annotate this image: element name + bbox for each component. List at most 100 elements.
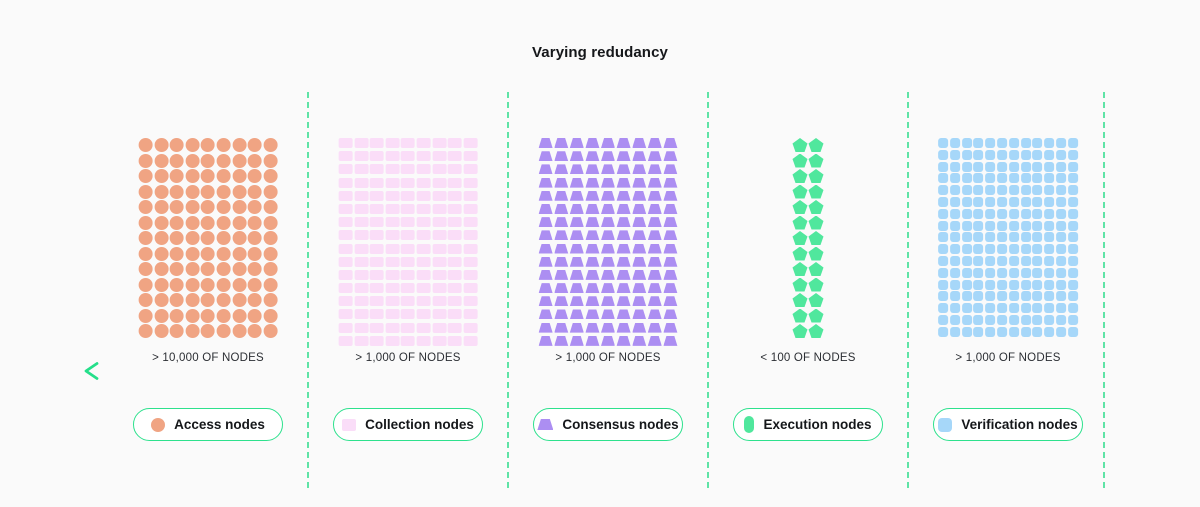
access-node-cell	[138, 153, 153, 168]
verification-node-cell	[1044, 138, 1055, 148]
sections-row: > 10,000 OF NODES Access nodes > 1,000 O…	[108, 0, 1108, 507]
consensus-node-cell	[632, 151, 647, 162]
verification-node-cell	[961, 185, 972, 196]
verification-node-cell	[938, 232, 949, 243]
collection-node-cell	[447, 243, 462, 254]
consensus-node-cell	[647, 309, 662, 320]
verification-node-cell	[949, 279, 960, 290]
access-node-cell	[154, 169, 169, 183]
verification-node-cell	[997, 138, 1008, 148]
consensus-node-cell	[616, 138, 631, 148]
section-divider	[307, 92, 309, 490]
access-node-cell	[154, 138, 169, 152]
collection-node-cell	[401, 177, 415, 188]
collection-node-cell	[463, 269, 478, 280]
consensus-node-cell	[632, 190, 647, 201]
access-node-cell	[263, 324, 278, 338]
collection-node-cell	[369, 243, 384, 254]
access-node-cell	[154, 277, 169, 292]
consensus-node-cell	[538, 296, 553, 307]
consensus-node-cell	[538, 256, 553, 267]
execution-node-cell	[792, 324, 808, 338]
consensus-node-cell	[601, 243, 615, 254]
collection-node-cell	[338, 283, 353, 294]
redundancy-axis-arrow-icon	[84, 362, 1100, 380]
access-node-cell	[154, 200, 169, 214]
collection-node-cell	[432, 164, 447, 175]
access-node-cell	[138, 215, 153, 230]
collection-node-cell	[369, 335, 384, 346]
consensus-node-cell	[663, 335, 678, 346]
consensus-node-cell	[569, 203, 584, 214]
verification-node-cell	[938, 244, 949, 255]
consensus-node-cell	[569, 256, 584, 267]
access-node-cell	[201, 324, 215, 338]
collection-node-cell	[338, 203, 353, 214]
legend-label-verification-nodes: Verification nodes	[961, 417, 1078, 432]
legend-label-consensus-nodes: Consensus nodes	[562, 417, 679, 432]
access-node-cell	[138, 246, 153, 261]
access-node-cell	[216, 262, 231, 276]
verification-node-cell	[973, 255, 984, 266]
verification-node-cell	[961, 326, 972, 337]
collection-node-cell	[401, 243, 415, 254]
access-node-cell	[154, 308, 169, 323]
consensus-node-cell	[647, 256, 662, 267]
section-divider	[1103, 92, 1105, 490]
verification-node-cell	[961, 138, 972, 148]
verification-node-cell	[997, 244, 1008, 255]
verification-node-cell	[949, 244, 960, 255]
collection-node-cell	[463, 322, 478, 333]
access-node-cell	[169, 308, 184, 323]
access-node-cell	[154, 293, 169, 307]
verification-node-cell	[997, 255, 1008, 266]
verification-node-cell	[1008, 208, 1019, 219]
verification-node-cell	[985, 326, 996, 337]
consensus-node-cell	[616, 151, 631, 162]
consensus-node-cell	[616, 217, 631, 228]
consensus-node-cell	[538, 269, 553, 280]
verification-node-cell	[961, 208, 972, 219]
execution-node-cell	[808, 231, 824, 245]
consensus-node-cell	[554, 177, 569, 188]
execution-node-cell	[792, 293, 808, 307]
verification-node-cell	[997, 185, 1008, 196]
consensus-node-cell	[554, 203, 569, 214]
consensus-node-cell	[663, 177, 678, 188]
consensus-node-cell	[663, 203, 678, 214]
access-node-cell	[185, 262, 200, 276]
verification-node-cell	[985, 185, 996, 196]
access-node-cell	[216, 324, 231, 338]
consensus-node-cell	[632, 309, 647, 320]
consensus-node-cell	[569, 283, 584, 294]
collection-node-cell	[447, 151, 462, 162]
consensus-node-cell	[538, 190, 553, 201]
collection-node-cell	[338, 335, 353, 346]
collection-node-cell	[385, 138, 400, 148]
collection-node-cell	[354, 335, 369, 346]
verification-node-cell	[961, 303, 972, 314]
collection-node-cell	[401, 322, 415, 333]
access-node-cell	[185, 200, 200, 214]
collection-node-square-icon	[342, 418, 357, 431]
consensus-node-cell	[647, 230, 662, 241]
collection-node-cell	[447, 164, 462, 175]
collection-node-cell	[432, 190, 447, 201]
collection-node-cell	[338, 164, 353, 175]
verification-node-cell	[1008, 244, 1019, 255]
verification-node-cell	[997, 173, 1008, 184]
collection-node-cell	[354, 256, 369, 267]
consensus-node-cell	[663, 164, 678, 175]
verification-node-cell	[985, 208, 996, 219]
collection-node-cell	[463, 230, 478, 241]
consensus-node-cell	[616, 309, 631, 320]
collection-node-cell	[401, 269, 415, 280]
consensus-node-cell	[538, 164, 553, 175]
collection-node-cell	[432, 269, 447, 280]
access-node-cell	[216, 246, 231, 261]
consensus-node-cell	[663, 296, 678, 307]
consensus-node-cell	[554, 269, 569, 280]
access-node-cell	[201, 169, 215, 183]
verification-node-cell	[938, 279, 949, 290]
consensus-node-cell	[616, 269, 631, 280]
